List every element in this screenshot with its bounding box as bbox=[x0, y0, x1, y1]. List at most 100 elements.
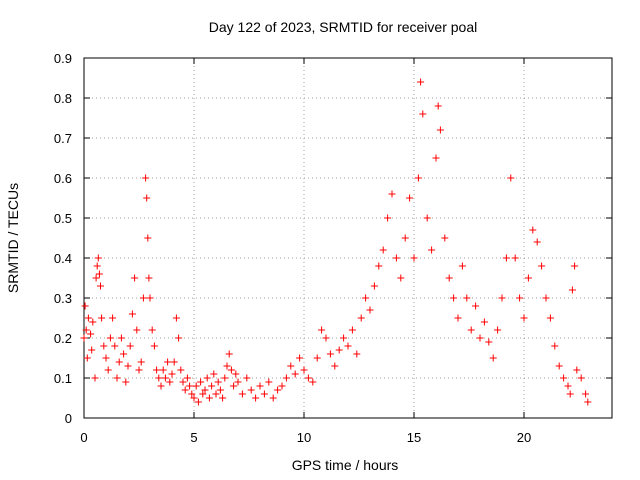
data-point bbox=[199, 390, 207, 398]
data-point bbox=[436, 126, 444, 134]
x-tick-label: 20 bbox=[517, 430, 531, 445]
data-point bbox=[291, 370, 299, 378]
y-tick-label: 0.9 bbox=[54, 51, 72, 66]
data-points bbox=[80, 78, 592, 406]
data-point bbox=[584, 398, 592, 406]
data-point bbox=[507, 174, 515, 182]
x-tick-label: 0 bbox=[80, 430, 87, 445]
data-point bbox=[406, 194, 414, 202]
data-point bbox=[170, 358, 178, 366]
data-point bbox=[357, 314, 365, 322]
data-point bbox=[227, 366, 235, 374]
data-point bbox=[115, 358, 123, 366]
data-point bbox=[137, 358, 145, 366]
data-point bbox=[458, 262, 466, 270]
data-point bbox=[221, 374, 229, 382]
data-point bbox=[348, 326, 356, 334]
data-point bbox=[397, 274, 405, 282]
data-point bbox=[414, 174, 422, 182]
data-point bbox=[97, 282, 104, 290]
y-axis-label: SRMTID / TECUs bbox=[5, 183, 21, 293]
data-point bbox=[388, 190, 396, 198]
data-point bbox=[269, 394, 277, 402]
data-point bbox=[480, 318, 488, 326]
data-point bbox=[148, 326, 156, 334]
data-point bbox=[287, 362, 295, 370]
data-point bbox=[432, 154, 440, 162]
data-point bbox=[428, 246, 436, 254]
data-point bbox=[265, 378, 273, 386]
data-point bbox=[485, 338, 493, 346]
data-point bbox=[401, 234, 409, 242]
data-point bbox=[214, 378, 222, 386]
data-point bbox=[98, 314, 106, 322]
data-point bbox=[489, 354, 497, 362]
y-tick-label: 0.3 bbox=[54, 291, 72, 306]
data-point bbox=[520, 314, 528, 322]
data-point bbox=[197, 378, 205, 386]
data-point bbox=[186, 382, 194, 390]
data-point bbox=[143, 194, 151, 202]
data-point bbox=[318, 326, 326, 334]
data-point bbox=[172, 314, 180, 322]
data-point bbox=[498, 294, 506, 302]
data-point bbox=[538, 262, 546, 270]
data-point bbox=[417, 78, 425, 86]
data-point bbox=[133, 326, 141, 334]
data-point bbox=[88, 346, 96, 354]
grid bbox=[84, 58, 612, 418]
data-point bbox=[551, 342, 559, 350]
data-point bbox=[232, 370, 240, 378]
data-point bbox=[153, 366, 161, 374]
data-point bbox=[234, 378, 242, 386]
data-point bbox=[159, 366, 167, 374]
data-point bbox=[144, 234, 152, 242]
data-point bbox=[260, 390, 268, 398]
data-point bbox=[190, 394, 198, 402]
data-point bbox=[100, 342, 108, 350]
data-point bbox=[89, 318, 97, 326]
data-point bbox=[113, 374, 121, 382]
data-point bbox=[450, 294, 458, 302]
data-point bbox=[150, 342, 158, 350]
y-tick-label: 0 bbox=[65, 411, 72, 426]
data-point bbox=[472, 302, 480, 310]
data-point bbox=[516, 294, 524, 302]
data-point bbox=[434, 102, 442, 110]
data-point bbox=[157, 382, 165, 390]
chart-title: Day 122 of 2023, SRMTID for receiver poa… bbox=[209, 19, 477, 35]
data-point bbox=[410, 254, 418, 262]
data-point bbox=[542, 294, 550, 302]
data-point bbox=[145, 274, 153, 282]
data-point bbox=[80, 334, 88, 342]
data-point bbox=[166, 378, 174, 386]
data-point bbox=[168, 370, 176, 378]
data-point bbox=[463, 294, 471, 302]
data-point bbox=[109, 314, 117, 322]
data-point bbox=[571, 262, 579, 270]
data-point bbox=[274, 386, 282, 394]
x-tick-label: 10 bbox=[297, 430, 311, 445]
data-point bbox=[106, 334, 114, 342]
data-point bbox=[362, 294, 370, 302]
data-point bbox=[566, 390, 574, 398]
data-point bbox=[95, 270, 103, 278]
data-point bbox=[188, 390, 196, 398]
data-point bbox=[313, 354, 321, 362]
data-point bbox=[102, 354, 110, 362]
data-point bbox=[555, 362, 563, 370]
y-tick-label: 0.1 bbox=[54, 371, 72, 386]
data-point bbox=[568, 286, 576, 294]
data-point bbox=[111, 342, 119, 350]
data-point bbox=[560, 374, 568, 382]
data-point bbox=[564, 382, 572, 390]
y-tick-label: 0.5 bbox=[54, 211, 72, 226]
plot-frame bbox=[83, 57, 613, 419]
data-point bbox=[164, 358, 172, 366]
data-point bbox=[124, 362, 132, 370]
data-point bbox=[219, 394, 227, 402]
data-point bbox=[210, 370, 218, 378]
data-point bbox=[126, 342, 134, 350]
data-point bbox=[304, 374, 312, 382]
